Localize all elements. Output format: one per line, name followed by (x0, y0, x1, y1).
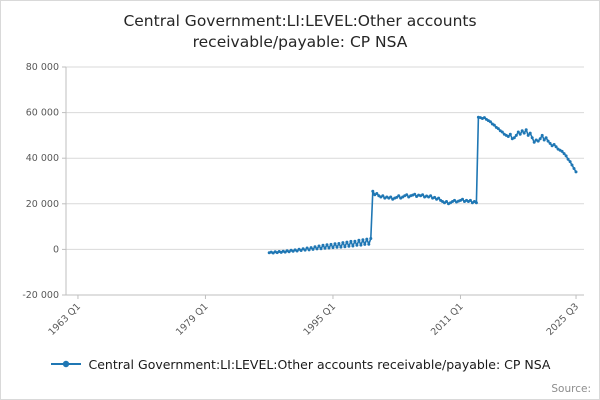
svg-text:-20 000: -20 000 (22, 290, 59, 301)
svg-text:80 000: 80 000 (26, 62, 59, 73)
svg-text:40 000: 40 000 (26, 153, 59, 164)
source-label: Source: (551, 383, 591, 395)
svg-text:2011 Q1: 2011 Q1 (429, 301, 466, 338)
legend-label: Central Government:LI:LEVEL:Other accoun… (88, 356, 551, 372)
svg-text:20 000: 20 000 (26, 199, 59, 210)
svg-text:0: 0 (53, 244, 59, 255)
svg-text:60 000: 60 000 (26, 107, 59, 118)
legend: Central Government:LI:LEVEL:Other accoun… (1, 357, 599, 372)
svg-text:1979 Q1: 1979 Q1 (174, 301, 211, 338)
svg-text:2025 Q3: 2025 Q3 (545, 301, 582, 338)
chart-title: Central Government:LI:LEVEL:Other accoun… (123, 12, 477, 51)
svg-text:1995 Q1: 1995 Q1 (302, 301, 339, 338)
legend-line-marker-icon (50, 361, 81, 368)
svg-text:1963 Q1: 1963 Q1 (47, 301, 84, 338)
